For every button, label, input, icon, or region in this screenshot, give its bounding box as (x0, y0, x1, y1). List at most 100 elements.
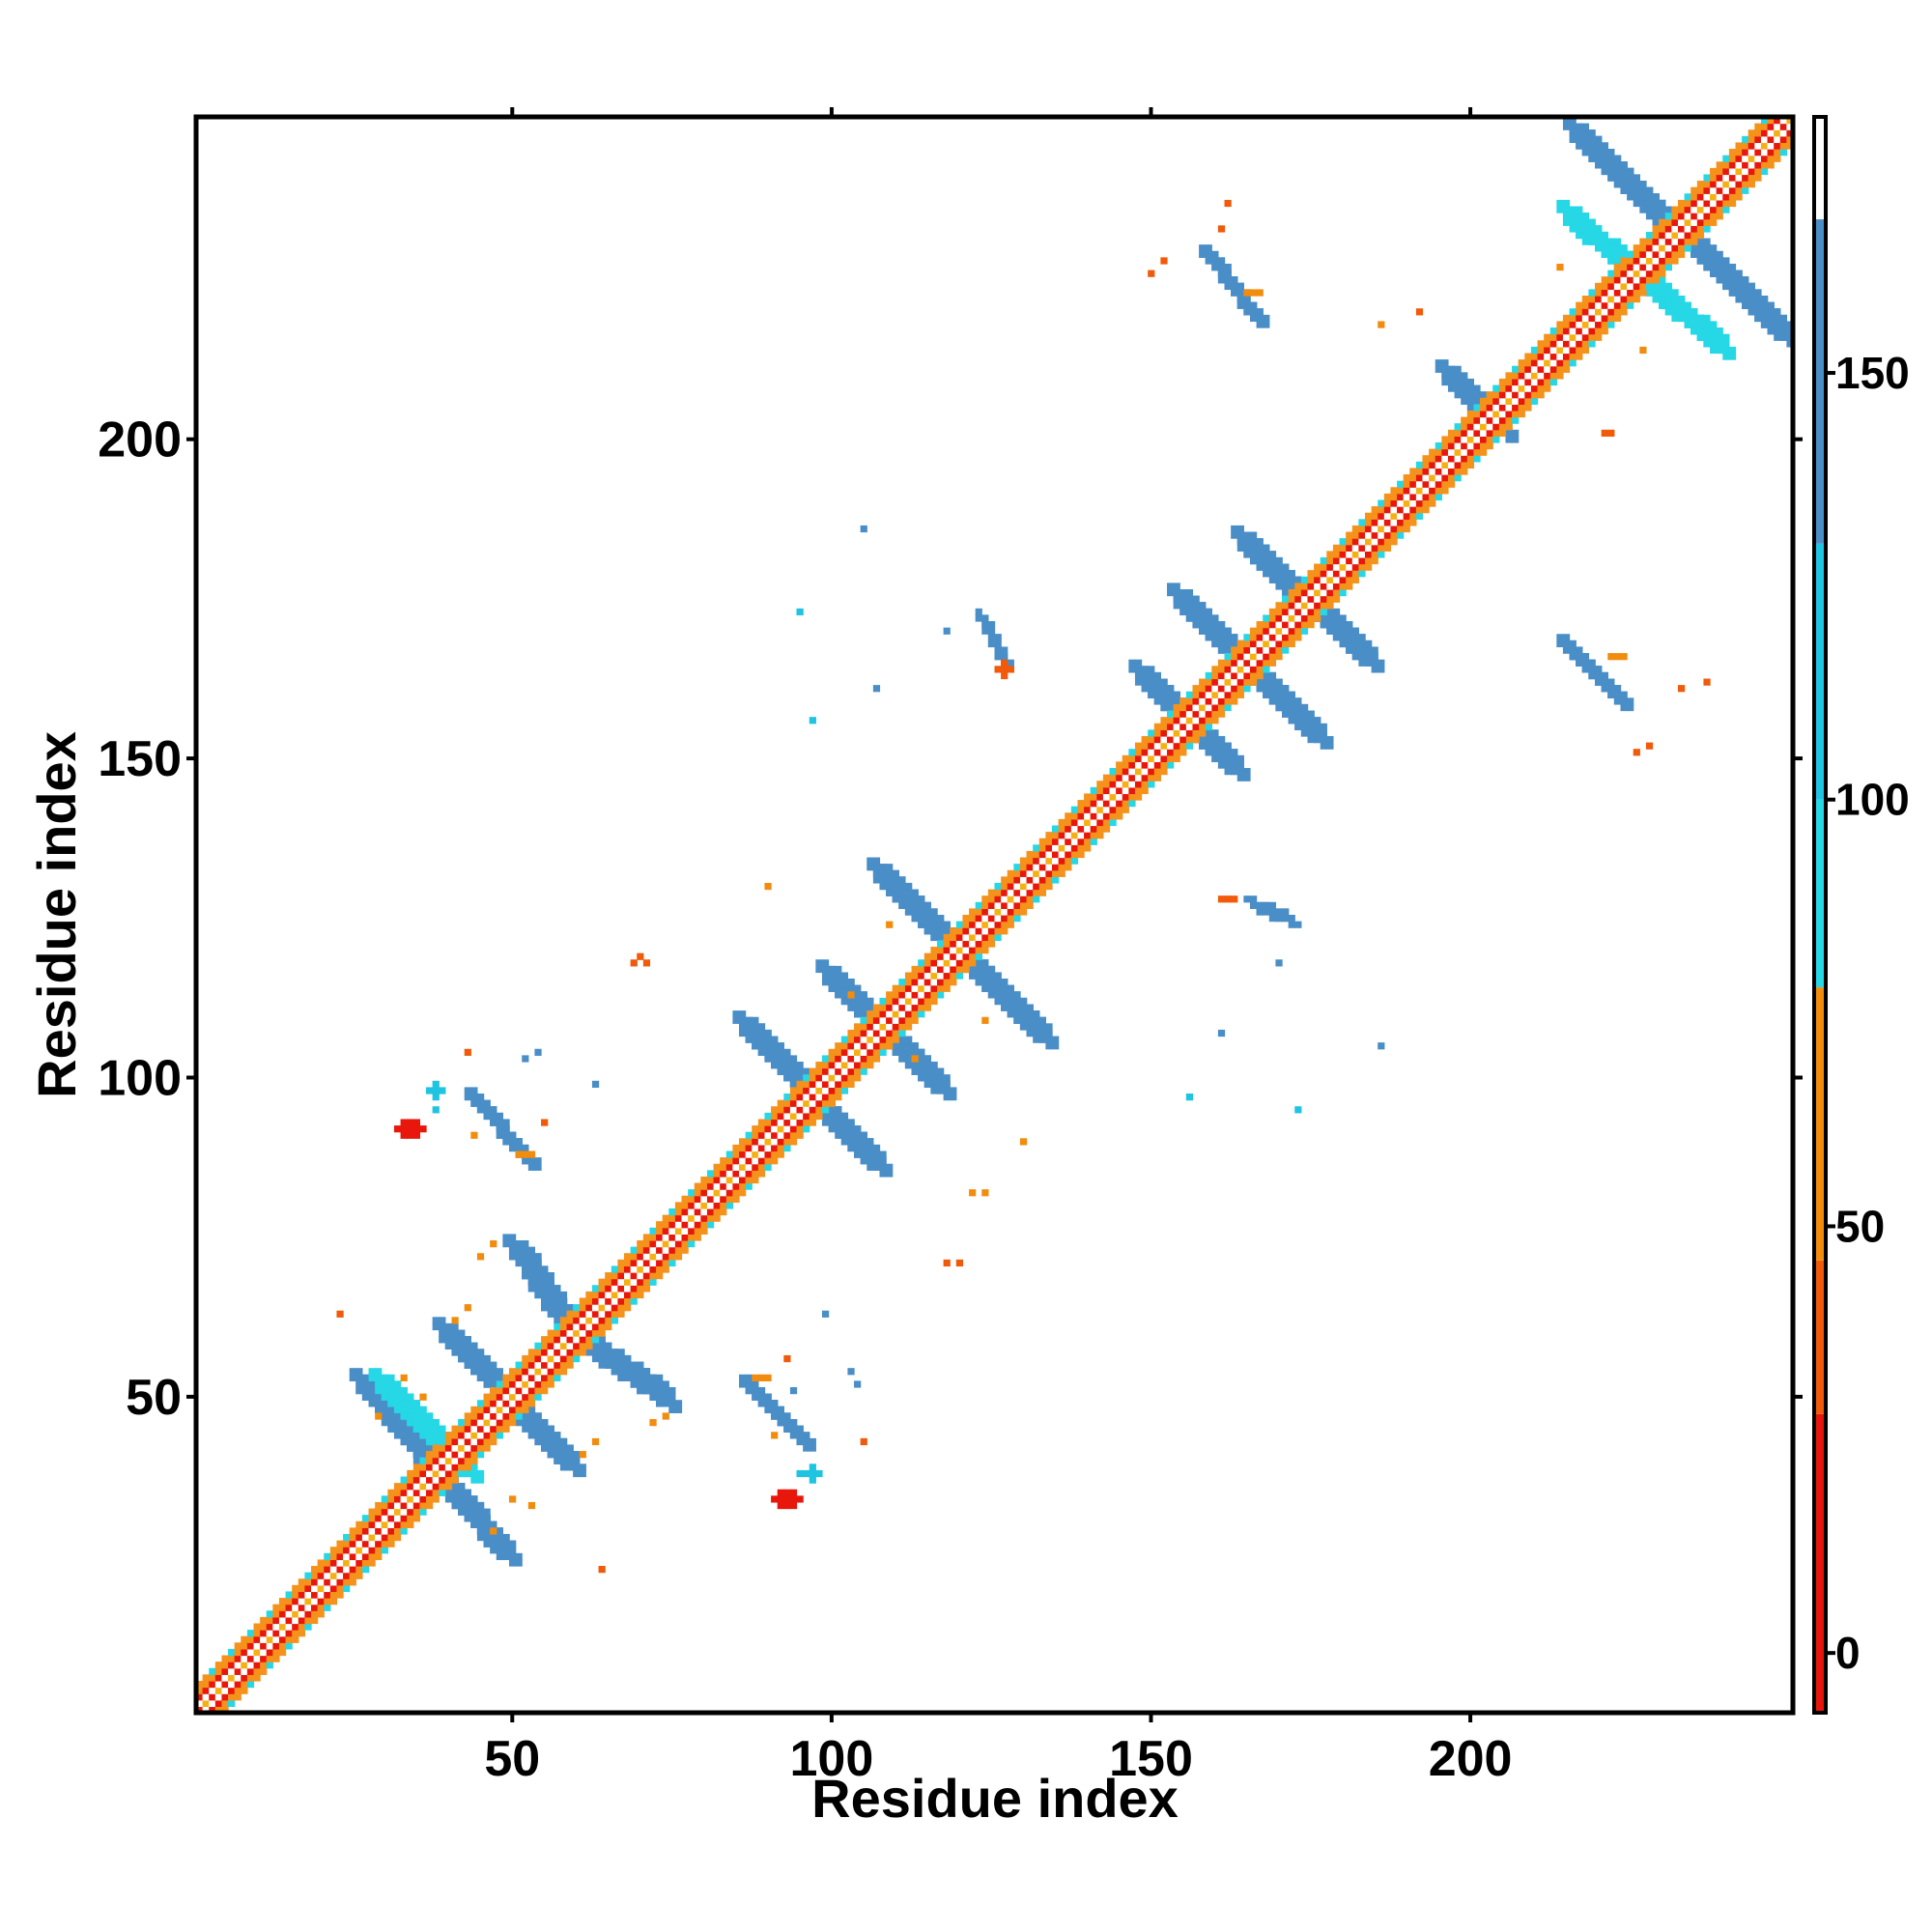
contact-cell (1236, 544, 1244, 552)
contact-cell (541, 1444, 549, 1452)
contact-cell (522, 1425, 529, 1433)
contact-cell (1173, 691, 1180, 698)
contact-cell (419, 1437, 427, 1446)
contact-cell (1275, 685, 1283, 693)
contact-cell (994, 991, 1002, 999)
contact-cell (1263, 691, 1270, 698)
contact-cell (1282, 570, 1290, 578)
contact-cell (1300, 717, 1309, 724)
contact-cell (950, 1094, 957, 1101)
contact-cell (1454, 378, 1462, 386)
contact-cell (1627, 193, 1634, 201)
contact-cell (375, 1380, 383, 1388)
contact-cell (1320, 723, 1327, 730)
contact-cell (777, 1055, 784, 1063)
contact-cell (904, 1036, 913, 1043)
contact-cell (904, 901, 913, 909)
contact-cell (1435, 359, 1442, 367)
contact-cell (1153, 671, 1162, 680)
contact-cell (649, 1374, 657, 1381)
contact-cell (1320, 742, 1327, 750)
contact-cell (1038, 1016, 1046, 1024)
contact-cell (867, 864, 874, 871)
contact-cell (847, 979, 855, 986)
contact-cell (617, 1368, 625, 1376)
contact-cell (1588, 135, 1596, 144)
contact-cell (464, 1349, 471, 1356)
contact-cell (1205, 621, 1212, 629)
contact-cell (739, 1029, 747, 1037)
contact-cell (789, 1080, 798, 1089)
contact-cell (1505, 429, 1513, 437)
contact-cell (470, 1501, 478, 1510)
contact-cell (527, 1272, 536, 1280)
contact-cell (349, 1374, 356, 1381)
contact-cell (867, 1004, 874, 1011)
contact-cell (1314, 717, 1321, 724)
contact-cell (426, 1412, 434, 1420)
contact-cell (381, 1393, 388, 1401)
contact-cell (835, 1119, 842, 1126)
contact-cell (1282, 685, 1290, 693)
contact-cell (566, 1463, 574, 1471)
contact-cell (483, 1368, 491, 1376)
contact-cell (886, 864, 894, 871)
contact-cell (1461, 378, 1468, 386)
contact-cell (987, 984, 996, 992)
contact-cell (1249, 531, 1258, 539)
contact-cell (1019, 1004, 1028, 1011)
contact-cell (444, 1329, 453, 1337)
contact-cell (764, 1029, 772, 1037)
contact-cell (1268, 678, 1277, 686)
contact-cell (573, 1457, 581, 1464)
contact-cell (1033, 1010, 1040, 1018)
contact-cell (1263, 678, 1270, 686)
contact-cell (534, 1259, 542, 1267)
contact-cell (1173, 697, 1180, 705)
contact-cell (502, 1240, 510, 1248)
contact-cell (1282, 697, 1290, 705)
contact-cell (1148, 671, 1155, 680)
contact-cell (470, 1349, 478, 1356)
contact-cell (1211, 627, 1219, 635)
contact-cell (554, 1304, 561, 1312)
contact-cell (1601, 142, 1608, 150)
contact-cell (611, 1354, 618, 1363)
contact-cell (375, 1374, 383, 1381)
contact-cell (387, 1374, 395, 1381)
contact-cell (1001, 979, 1009, 986)
contact-cell (1620, 167, 1628, 176)
contact-cell (1461, 397, 1468, 405)
contact-cell (559, 1451, 568, 1459)
contact-cell (1351, 646, 1359, 654)
contact-cell (815, 959, 823, 967)
contact-cell (1569, 117, 1577, 125)
contact-cell (1211, 749, 1219, 756)
contact-cell (432, 1437, 440, 1446)
contact-cell (1332, 634, 1341, 641)
contact-cell (1013, 1016, 1021, 1024)
contact-cell (637, 1361, 644, 1369)
contact-cell (1045, 1023, 1053, 1031)
contact-cell (1588, 142, 1596, 150)
contact-cell (591, 1354, 600, 1363)
contact-cell (1307, 710, 1315, 718)
contact-cell (1607, 149, 1615, 156)
contact-cell (1263, 671, 1270, 680)
contact-cell (1224, 742, 1232, 750)
contact-cell (879, 869, 887, 877)
contact-cell (1351, 639, 1359, 648)
contact-cell (541, 1265, 549, 1273)
contact-cell (387, 1419, 395, 1427)
contact-cell (1268, 576, 1277, 583)
contact-cell (1364, 639, 1373, 648)
contact-cell (1160, 691, 1168, 698)
contact-cell (1217, 754, 1226, 763)
contact-cell (554, 1297, 561, 1305)
contact-cell (527, 1432, 536, 1439)
contact-cell (1346, 621, 1353, 629)
contact-cell (732, 1016, 740, 1024)
contact-cell (745, 1023, 753, 1031)
contact-cell (483, 1540, 491, 1548)
contact-cell (483, 1361, 491, 1369)
